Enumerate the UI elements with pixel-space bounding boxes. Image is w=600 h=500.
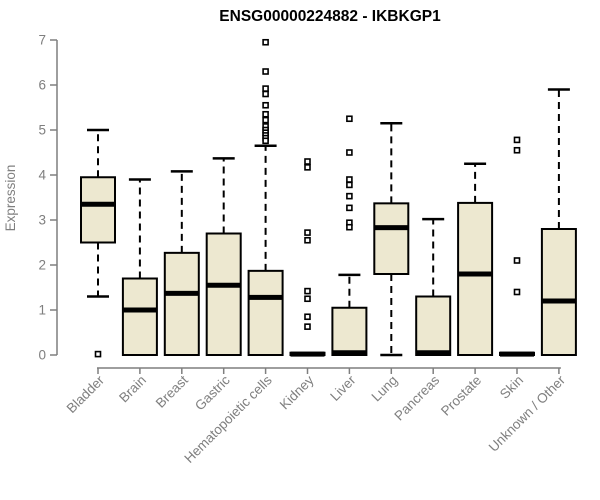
y-tick-label: 7 — [38, 33, 46, 48]
x-tick-label: Prostate — [438, 373, 484, 419]
box-pancreas — [415, 217, 452, 356]
outlier-point — [304, 295, 311, 303]
median-line — [206, 282, 241, 288]
median-line — [416, 350, 451, 356]
median-line — [248, 294, 283, 300]
outlier-point — [513, 257, 521, 264]
y-tick-label: 0 — [38, 348, 46, 363]
chart-title: ENSG00000224882 - IKBKGP1 — [219, 8, 441, 25]
y-axis-label: Expression — [3, 165, 18, 232]
x-tick-label: Liver — [327, 372, 359, 404]
y-tick-label: 4 — [38, 168, 46, 183]
outlier-point — [262, 38, 269, 46]
x-tick-label: Pancreas — [391, 372, 442, 423]
outlier-point — [513, 136, 521, 144]
x-tick-label: Bladder — [64, 372, 108, 416]
iqr-box — [163, 251, 200, 357]
median-line — [332, 350, 367, 356]
outlier-point — [304, 236, 311, 244]
box-gastric — [205, 157, 242, 356]
median-line — [164, 290, 199, 296]
outlier-point — [513, 146, 521, 154]
outlier-point — [346, 181, 353, 189]
outlier-point — [346, 149, 353, 156]
box-prostate — [457, 162, 494, 356]
box-unknown-other — [540, 88, 577, 356]
box-liver — [331, 115, 368, 356]
iqr-box — [80, 176, 116, 244]
box-breast — [163, 170, 200, 357]
x-tick-label: Kidney — [277, 372, 317, 412]
outlier-point — [346, 176, 353, 183]
iqr-box — [415, 295, 452, 356]
iqr-box — [373, 202, 410, 276]
iqr-box — [457, 201, 494, 356]
box-bladder — [80, 128, 116, 358]
outlier-point — [304, 323, 311, 330]
outlier-point — [513, 288, 521, 296]
outlier-point — [304, 313, 311, 321]
outlier-point — [346, 115, 353, 123]
iqr-box — [121, 277, 158, 356]
x-tick-label: Breast — [153, 372, 191, 410]
iqr-box — [205, 232, 242, 356]
outlier-point — [262, 110, 269, 118]
median-line — [122, 307, 157, 313]
x-tick-label: Skin — [497, 373, 526, 402]
median-line — [458, 271, 493, 277]
box-lung — [373, 122, 410, 357]
x-tick-label: Gastric — [192, 372, 233, 413]
box-brain — [121, 178, 158, 356]
median-line — [541, 298, 576, 304]
y-tick-label: 3 — [38, 213, 46, 228]
plot-area: 0 1 2 3 4 5 6 7 Bladder Brain Breast GastricHematop… — [38, 33, 577, 466]
median-line — [290, 351, 325, 357]
outlier-point — [346, 204, 353, 212]
outlier-point — [262, 68, 269, 75]
x-tick-label: Lung — [369, 373, 401, 405]
x-tick-label: Brain — [116, 373, 149, 406]
y-tick-label: 2 — [38, 258, 46, 273]
box-kidney — [289, 158, 326, 357]
outlier-point — [346, 223, 353, 231]
iqr-box — [247, 269, 284, 357]
outlier-point — [262, 85, 269, 92]
box-hematopoietic-cells — [247, 38, 284, 357]
outlier-point — [262, 116, 269, 124]
outlier-point — [304, 229, 311, 236]
iqr-box — [540, 228, 577, 356]
x-tick-label: Unknown / Other — [486, 372, 569, 455]
outlier-point — [304, 164, 311, 171]
y-tick-label: 6 — [38, 78, 46, 93]
outlier-point — [262, 101, 269, 109]
outlier-point — [304, 287, 311, 295]
outlier-point — [262, 137, 269, 145]
outlier-point — [346, 192, 353, 200]
outlier-point — [94, 350, 102, 358]
outlier-point — [304, 158, 311, 165]
y-axis: 0 1 2 3 4 5 6 7 — [38, 33, 58, 363]
median-line — [500, 351, 534, 357]
median-line — [374, 225, 409, 231]
box-skin — [499, 136, 535, 357]
iqr-box — [331, 306, 368, 356]
median-line — [81, 201, 115, 207]
outlier-point — [262, 90, 269, 98]
y-tick-label: 1 — [38, 303, 46, 318]
y-tick-label: 5 — [38, 123, 46, 138]
